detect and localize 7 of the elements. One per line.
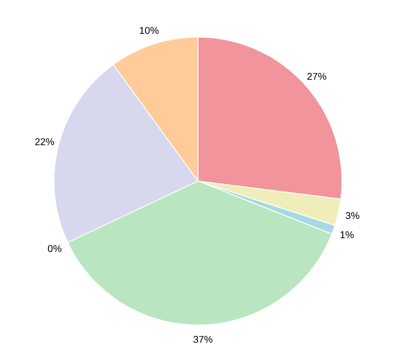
data-label: 22% bbox=[35, 138, 54, 146]
data-label: 1% bbox=[340, 231, 354, 238]
data-label: 27% bbox=[307, 72, 326, 80]
data-label: 3% bbox=[346, 212, 360, 220]
data-label: 10% bbox=[140, 26, 159, 34]
text: 0% bbox=[48, 245, 62, 252]
data-label: 37% bbox=[193, 336, 212, 343]
